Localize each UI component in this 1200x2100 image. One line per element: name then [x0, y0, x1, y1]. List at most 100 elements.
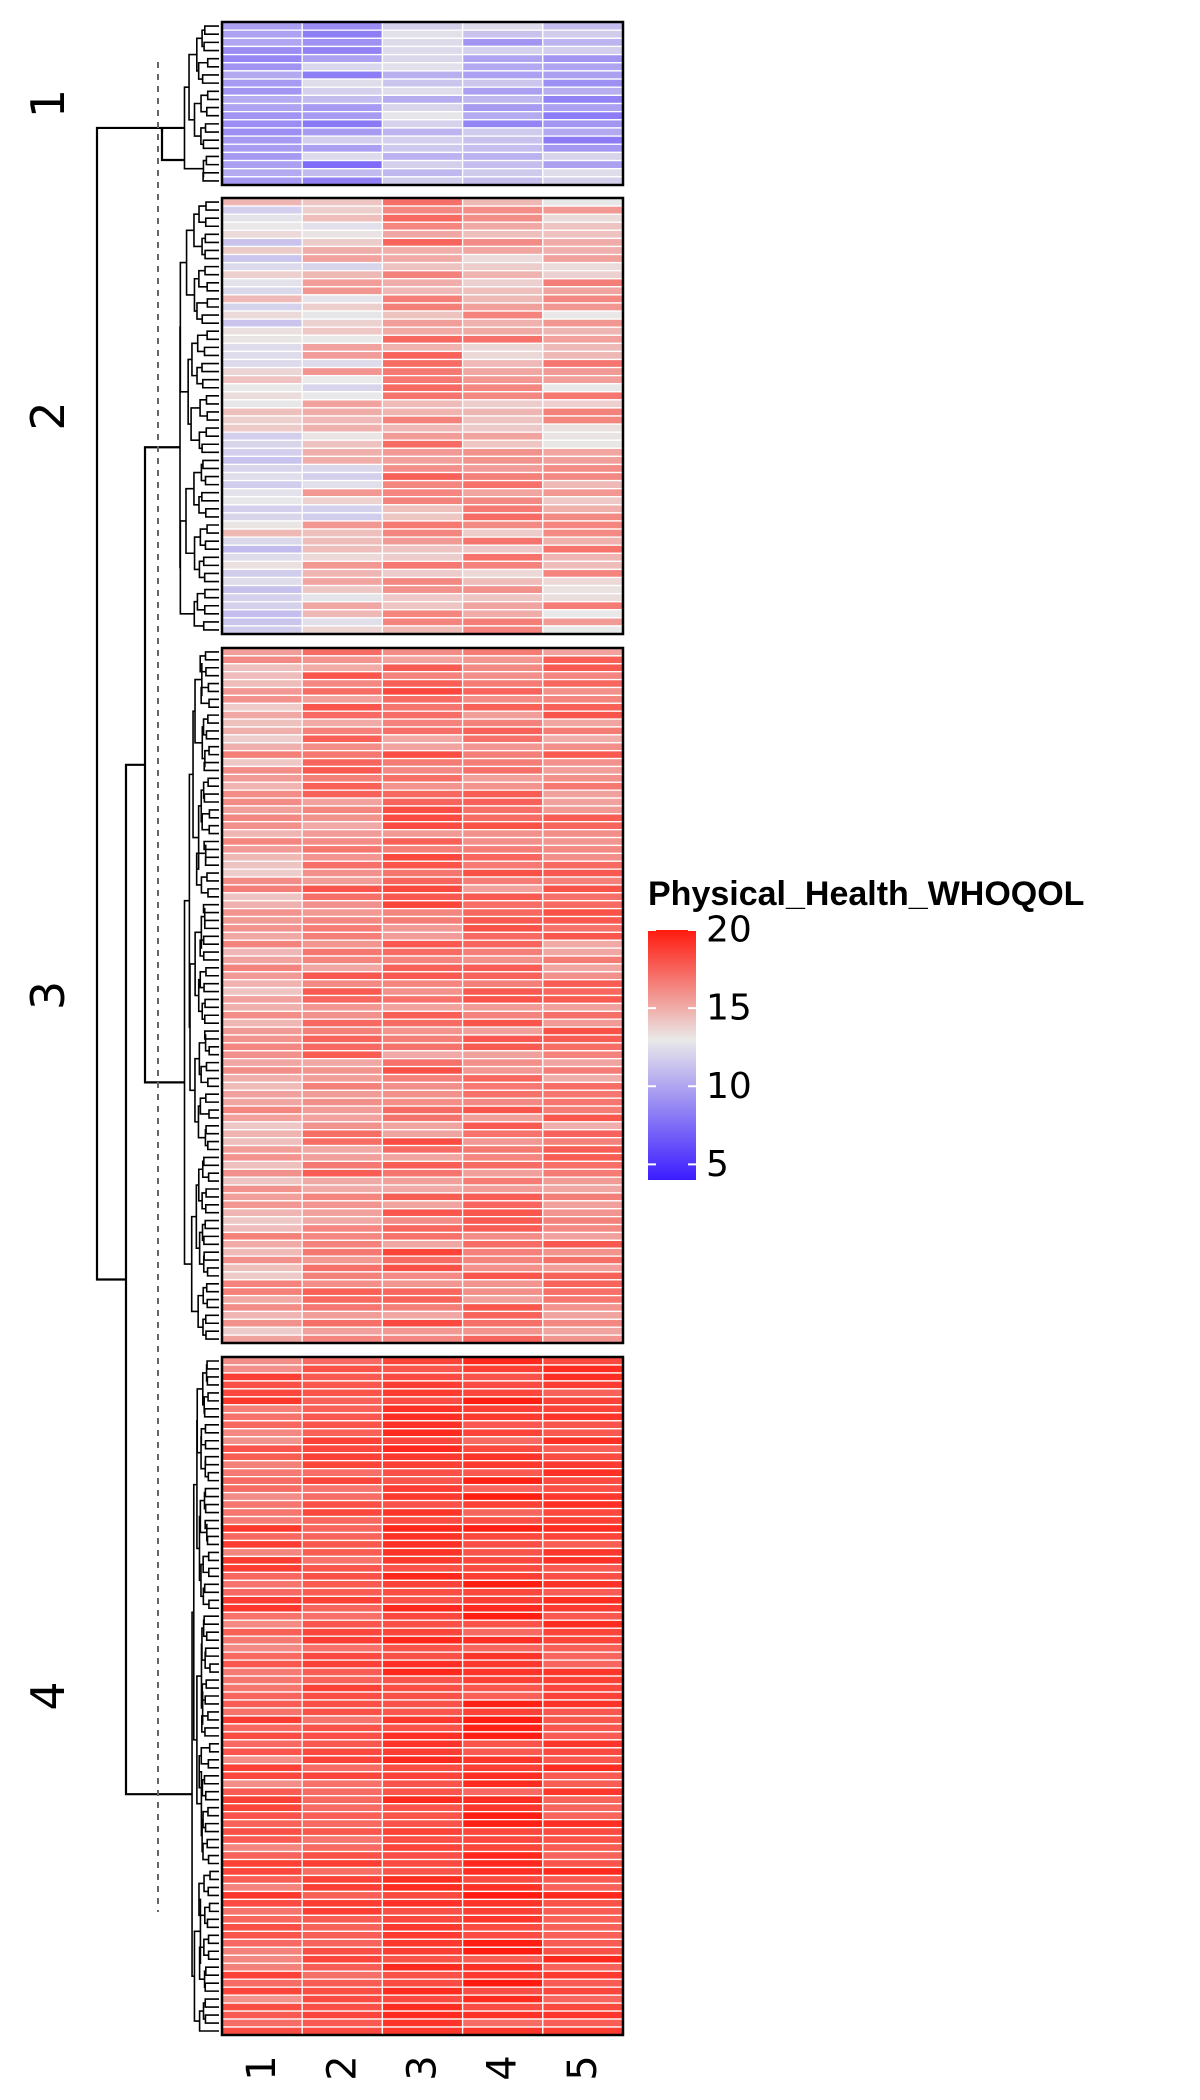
- heatmap-cell: [381, 205, 464, 215]
- heatmap-cell: [542, 1010, 624, 1020]
- dendrogram-branch: [207, 1077, 219, 1088]
- heatmap-cell: [461, 939, 544, 949]
- heatmap-cell: [542, 892, 624, 902]
- heatmap-cell: [461, 1073, 544, 1084]
- heatmap-cell: [542, 520, 624, 530]
- heatmap-cell: [381, 143, 464, 154]
- heatmap-cell: [381, 70, 464, 80]
- dendrogram-branch: [203, 1235, 219, 1246]
- heatmap-cell: [381, 655, 464, 665]
- heatmap-cell: [301, 1547, 384, 1558]
- heatmap-cell: [381, 127, 464, 137]
- heatmap-cell: [461, 1531, 544, 1542]
- heatmap-cell: [542, 2018, 624, 2028]
- heatmap-cell: [301, 1683, 384, 1693]
- heatmap-cell: [301, 544, 384, 554]
- heatmap-cell: [461, 710, 544, 720]
- dendrogram-branch: [187, 358, 192, 425]
- heatmap-cell: [542, 1326, 624, 1336]
- heatmap-cell: [542, 159, 624, 170]
- heatmap-cell: [221, 1507, 303, 1518]
- heatmap-cell: [381, 119, 464, 129]
- heatmap-cell: [461, 366, 544, 377]
- heatmap-cell: [461, 278, 544, 288]
- heatmap-cell: [542, 286, 624, 296]
- heatmap-cell: [461, 584, 544, 595]
- heatmap-cell: [381, 135, 464, 145]
- heatmap-cell: [221, 119, 303, 129]
- dendrogram-branch: [194, 1057, 200, 1123]
- heatmap-cell: [381, 1065, 464, 1076]
- heatmap-cell: [301, 302, 384, 312]
- heatmap-cell: [221, 923, 303, 933]
- dendrogram-branch: [202, 1619, 207, 1637]
- heatmap-cell: [381, 734, 464, 744]
- dendrogram-branch: [203, 982, 219, 993]
- heatmap-cell: [542, 1707, 624, 1717]
- heatmap-cell: [542, 1946, 624, 1956]
- heatmap-cell: [221, 1691, 303, 1701]
- heatmap-cell: [461, 102, 544, 113]
- heatmap-cell: [301, 1555, 384, 1566]
- heatmap-cell: [301, 1097, 384, 1107]
- heatmap-cell: [381, 1475, 464, 1486]
- heatmap-cell: [461, 455, 544, 466]
- heatmap-cell: [221, 1081, 303, 1091]
- dendrogram-branch: [200, 1065, 208, 1084]
- heatmap-cell: [301, 1255, 384, 1265]
- heatmap-cell: [301, 1026, 384, 1036]
- dendrogram-branch: [207, 1392, 219, 1402]
- heatmap-cell: [542, 1026, 624, 1036]
- heatmap-cell: [221, 1731, 303, 1741]
- dendrogram-branch: [203, 793, 219, 803]
- heatmap-cell: [221, 1651, 303, 1661]
- heatmap-cell: [221, 552, 303, 562]
- heatmap-cell: [301, 1986, 384, 1996]
- heatmap-cell: [461, 560, 544, 571]
- heatmap-cell: [221, 868, 303, 878]
- dendrogram-branch: [95, 126, 162, 1281]
- heatmap-cell: [301, 1042, 384, 1052]
- row-slice-labels: 1 2 3 4: [21, 89, 75, 1711]
- heatmap-cell: [461, 342, 544, 353]
- heatmap-cell: [542, 1826, 624, 1837]
- heatmap-cell: [381, 383, 464, 393]
- heatmap-cell: [461, 797, 544, 807]
- dendrogram-branch: [204, 1519, 219, 1530]
- heatmap-cell: [301, 496, 384, 506]
- heatmap-cell: [301, 1144, 384, 1155]
- heatmap-cell: [542, 1042, 624, 1052]
- heatmap-cell: [461, 663, 544, 673]
- heatmap-cell: [381, 1587, 464, 1597]
- dendrogram-branch: [207, 888, 219, 898]
- heatmap-cell: [301, 1882, 384, 1893]
- heatmap-cell: [301, 781, 384, 791]
- dendrogram-branch: [193, 600, 204, 627]
- heatmap-cell: [461, 1970, 544, 1980]
- dendrogram-branch: [203, 572, 219, 583]
- dendrogram-branch: [202, 556, 219, 567]
- heatmap-cell: [301, 1105, 384, 1115]
- heatmap-cell: [221, 1874, 303, 1885]
- heatmap-cell: [461, 1326, 544, 1336]
- heatmap-cell: [542, 860, 624, 870]
- heatmap-cell: [461, 1247, 544, 1257]
- heatmap-cell: [461, 439, 544, 449]
- heatmap-cell: [381, 45, 464, 56]
- heatmap-cell: [542, 1239, 624, 1249]
- heatmap-cell: [461, 1994, 544, 2004]
- heatmap-cell: [381, 350, 464, 361]
- heatmap-cell: [542, 143, 624, 154]
- heatmap-cell: [381, 1129, 464, 1139]
- heatmap-cell: [301, 1475, 384, 1486]
- heatmap-cell: [542, 805, 624, 815]
- heatmap-cell: [542, 592, 624, 603]
- heatmap-cell: [381, 1364, 464, 1374]
- legend-title: Physical_Health_WHOQOL: [648, 875, 1084, 913]
- heatmap-cell: [542, 544, 624, 554]
- heatmap-cell: [542, 1475, 624, 1486]
- heatmap-cell: [301, 1215, 384, 1226]
- heatmap-cell: [461, 294, 544, 304]
- heatmap-cell: [301, 1176, 384, 1186]
- heatmap-cell: [542, 78, 624, 88]
